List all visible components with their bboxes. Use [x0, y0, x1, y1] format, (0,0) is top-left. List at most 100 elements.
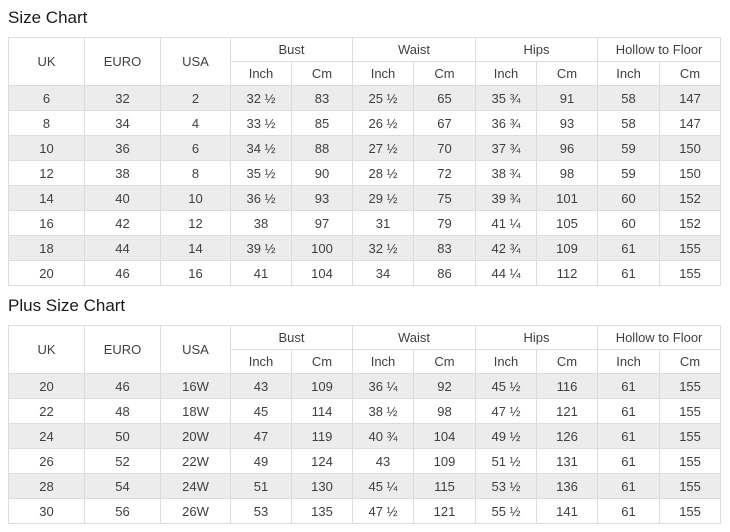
plus-size-chart-body: 20 46 16W 43 109 36 ¼ 92 45 ½ 116 61 155 22 48 18W 45 1… [8, 373, 722, 524]
table-cell: 61 [597, 398, 661, 424]
table-cell: 10 [160, 185, 231, 211]
table-cell: 36 ½ [230, 185, 292, 211]
table-cell: 47 ½ [352, 498, 415, 524]
table-cell: 147 [659, 110, 722, 136]
table-row: 16 42 12 38 97 31 79 41 ¼ 105 60 152 [8, 210, 722, 236]
table-cell: 42 [84, 210, 161, 236]
table-cell: 28 ½ [352, 160, 415, 186]
table-cell: 49 [230, 448, 292, 474]
table-cell: 44 ¼ [475, 260, 538, 286]
table-cell: 43 [230, 373, 292, 399]
table-cell: 14 [160, 235, 231, 261]
table-cell: 83 [290, 85, 354, 111]
table-cell: 22W [160, 448, 231, 474]
table-row: 28 54 24W 51 130 45 ¼ 115 53 ½ 136 61 155 [8, 473, 722, 499]
unit-header-inch: Inch [230, 349, 292, 374]
table-row: 30 56 26W 53 135 47 ½ 121 55 ½ 141 61 155 [8, 498, 722, 524]
table-cell: 97 [290, 210, 354, 236]
plus-size-chart-table: UK EURO USA Bust Waist Hips Hollow to Fl… [8, 325, 722, 524]
table-cell: 44 [84, 235, 161, 261]
table-cell: 155 [659, 498, 722, 524]
table-cell: 75 [413, 185, 477, 211]
table-cell: 92 [413, 373, 477, 399]
table-cell: 152 [659, 185, 722, 211]
table-cell: 109 [536, 235, 599, 261]
column-header-bust: Bust [229, 37, 354, 62]
column-header-hips: Hips [475, 325, 599, 350]
table-cell: 61 [597, 235, 661, 261]
table-cell: 29 ½ [352, 185, 415, 211]
unit-header-inch: Inch [475, 61, 538, 86]
table-cell: 53 [230, 498, 292, 524]
size-chart-body: 6 32 2 32 ½ 83 25 ½ 65 35 ¾ 91 58 147 8 34 4 33 ½ 85 26 … [8, 85, 722, 286]
table-cell: 135 [290, 498, 354, 524]
table-cell: 32 ½ [230, 85, 292, 111]
table-cell: 37 ¾ [475, 135, 538, 161]
table-cell: 61 [597, 423, 661, 449]
table-cell: 121 [413, 498, 477, 524]
table-row: 20 46 16W 43 109 36 ¼ 92 45 ½ 116 61 155 [8, 373, 722, 399]
table-cell: 49 ½ [475, 423, 538, 449]
table-cell: 155 [659, 235, 722, 261]
table-cell: 51 ½ [475, 448, 538, 474]
table-cell: 50 [84, 423, 161, 449]
table-cell: 8 [8, 110, 85, 136]
table-cell: 119 [290, 423, 354, 449]
unit-header-inch: Inch [597, 349, 661, 374]
table-cell: 4 [160, 110, 231, 136]
table-cell: 155 [659, 448, 722, 474]
table-cell: 48 [84, 398, 161, 424]
table-cell: 114 [290, 398, 354, 424]
table-cell: 40 [84, 185, 161, 211]
table-cell: 42 ¾ [475, 235, 538, 261]
table-row: 12 38 8 35 ½ 90 28 ½ 72 38 ¾ 98 59 150 [8, 160, 722, 186]
table-cell: 59 [597, 135, 661, 161]
table-cell: 147 [659, 85, 722, 111]
unit-header-inch: Inch [230, 61, 292, 86]
table-cell: 59 [597, 160, 661, 186]
table-cell: 121 [536, 398, 599, 424]
table-cell: 56 [84, 498, 161, 524]
table-cell: 40 ¾ [352, 423, 415, 449]
column-header-usa: USA [160, 37, 231, 86]
size-chart-section: Size Chart UK EURO USA Bust Waist Hips H… [8, 8, 722, 286]
unit-header-cm: Cm [536, 349, 599, 374]
unit-header-cm: Cm [290, 349, 354, 374]
column-header-hollow-to-floor: Hollow to Floor [597, 37, 722, 62]
table-cell: 152 [659, 210, 722, 236]
table-row: 14 40 10 36 ½ 93 29 ½ 75 39 ¾ 101 60 152 [8, 185, 722, 211]
table-cell: 39 ¾ [475, 185, 538, 211]
table-cell: 46 [84, 260, 161, 286]
table-cell: 86 [413, 260, 477, 286]
table-cell: 54 [84, 473, 161, 499]
table-cell: 31 [352, 210, 415, 236]
table-cell: 91 [536, 85, 599, 111]
table-row: 18 44 14 39 ½ 100 32 ½ 83 42 ¾ 109 61 155 [8, 235, 722, 261]
table-row: 20 46 16 41 104 34 86 44 ¼ 112 61 155 [8, 260, 722, 286]
column-header-waist: Waist [352, 325, 477, 350]
table-cell: 124 [290, 448, 354, 474]
table-cell: 27 ½ [352, 135, 415, 161]
table-cell: 32 [84, 85, 161, 111]
table-cell: 93 [290, 185, 354, 211]
column-header-waist: Waist [352, 37, 477, 62]
table-row: 22 48 18W 45 114 38 ½ 98 47 ½ 121 61 155 [8, 398, 722, 424]
table-cell: 61 [597, 373, 661, 399]
table-cell: 24W [160, 473, 231, 499]
table-cell: 43 [352, 448, 415, 474]
table-cell: 79 [413, 210, 477, 236]
table-cell: 65 [413, 85, 477, 111]
table-row: 6 32 2 32 ½ 83 25 ½ 65 35 ¾ 91 58 147 [8, 85, 722, 111]
unit-header-inch: Inch [352, 61, 415, 86]
table-cell: 2 [160, 85, 231, 111]
column-header-uk: UK [8, 37, 85, 86]
table-cell: 60 [597, 185, 661, 211]
table-cell: 26 [8, 448, 85, 474]
table-cell: 96 [536, 135, 599, 161]
table-cell: 131 [536, 448, 599, 474]
unit-header-inch: Inch [352, 349, 415, 374]
table-cell: 36 ¼ [352, 373, 415, 399]
table-cell: 55 ½ [475, 498, 538, 524]
table-cell: 53 ½ [475, 473, 538, 499]
plus-size-chart-title: Plus Size Chart [8, 296, 126, 315]
